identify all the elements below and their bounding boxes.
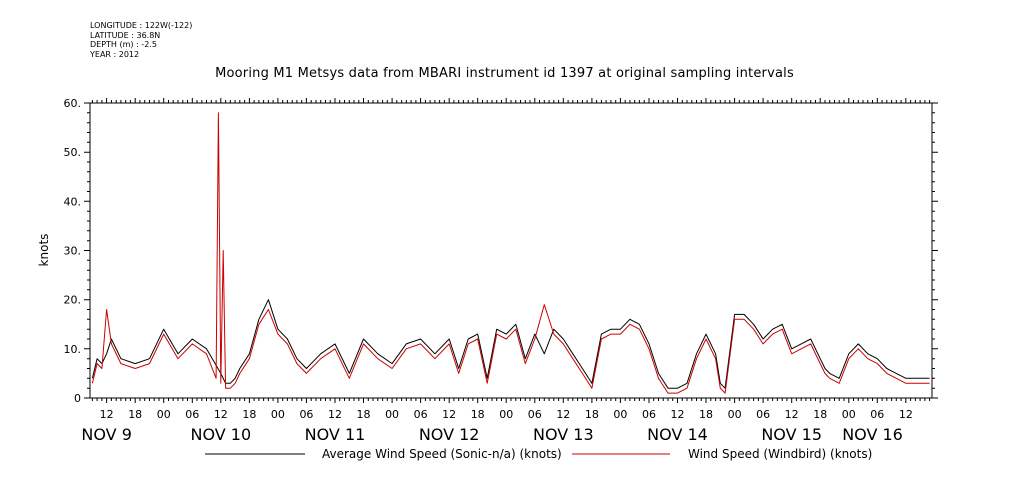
y-tick-label: 50.: [64, 146, 82, 159]
y-tick-label: 30.: [64, 245, 82, 258]
x-tick-label: 12: [556, 408, 570, 421]
x-day-label: NOV 12: [419, 425, 480, 444]
x-tick-label: 06: [299, 408, 313, 421]
metadata-block: LONGITUDE : 122W(-122) LATITUDE : 36.8N …: [90, 21, 192, 59]
x-tick-label: 12: [785, 408, 799, 421]
legend-label: Wind Speed (Windbird) (knots): [688, 447, 872, 461]
x-tick-label: 18: [471, 408, 485, 421]
x-tick-label: 18: [128, 408, 142, 421]
y-tick-label: 0: [74, 392, 81, 405]
y-tick-label: 40.: [64, 195, 82, 208]
x-tick-label: 12: [670, 408, 684, 421]
longitude-label: LONGITUDE : 122W(-122): [90, 21, 193, 30]
x-day-label: NOV 16: [842, 425, 903, 444]
x-tick-label: 12: [899, 408, 913, 421]
x-tick-label: 06: [756, 408, 770, 421]
axis-ticks: [84, 98, 938, 403]
series-line: [91, 299, 930, 389]
x-tick-label: 00: [271, 408, 285, 421]
x-tick-label: 18: [813, 408, 827, 421]
x-tick-label: 00: [499, 408, 513, 421]
x-tick-label: 12: [442, 408, 456, 421]
x-tick-label: 18: [357, 408, 371, 421]
x-tick-label: 18: [699, 408, 713, 421]
x-tick-label: 00: [613, 408, 627, 421]
legend-label: Average Wind Speed (Sonic-n/a) (knots): [322, 447, 562, 461]
x-tick-label: 18: [242, 408, 256, 421]
latitude-label: LATITUDE : 36.8N: [90, 30, 161, 40]
x-tick-label: 06: [642, 408, 656, 421]
x-tick-label: 00: [842, 408, 856, 421]
y-tick-label: 20.: [64, 294, 82, 307]
x-tick-label: 00: [728, 408, 742, 421]
x-tick-label: 18: [585, 408, 599, 421]
x-tick-label: 12: [214, 408, 228, 421]
x-day-label: NOV 14: [647, 425, 708, 444]
chart-title: Mooring M1 Metsys data from MBARI instru…: [215, 66, 794, 81]
x-day-label: NOV 13: [533, 425, 594, 444]
x-tick-label: 12: [328, 408, 342, 421]
y-tick-label: 60.: [64, 97, 82, 110]
x-day-label: NOV 10: [190, 425, 251, 444]
x-tick-label: 06: [870, 408, 884, 421]
series-line: [91, 112, 930, 394]
x-tick-label: 00: [157, 408, 171, 421]
x-tick-label: 06: [185, 408, 199, 421]
x-tick-label: 06: [414, 408, 428, 421]
year-label: YEAR : 2012: [90, 49, 140, 59]
x-day-label: NOV 11: [305, 425, 366, 444]
x-day-label: NOV 15: [761, 425, 822, 444]
y-axis-label: knots: [37, 234, 51, 267]
x-tick-label: 12: [100, 408, 114, 421]
x-tick-label: 06: [528, 408, 542, 421]
x-tick-label: 00: [385, 408, 399, 421]
x-day-label: NOV 9: [81, 425, 132, 444]
depth-label: DEPTH (m) : -2.5: [90, 40, 157, 49]
y-tick-label: 10.: [64, 343, 82, 356]
